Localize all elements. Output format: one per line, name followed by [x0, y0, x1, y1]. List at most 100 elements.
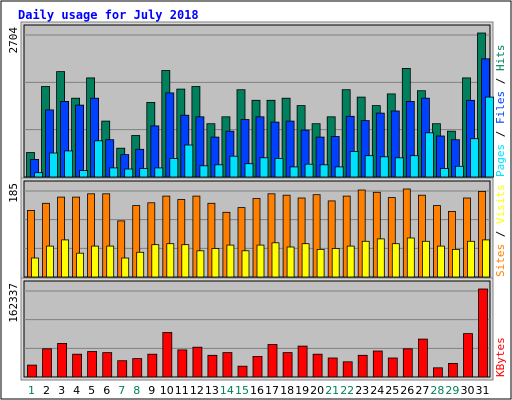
bar-visits-day-7 [121, 257, 130, 278]
day-label-24: 24 [370, 384, 384, 397]
bar-visits-day-11 [181, 244, 190, 278]
bar-sites-day-23 [357, 189, 366, 278]
legend-entry: KBytes [494, 337, 507, 377]
bar-visits-day-25 [391, 243, 400, 278]
day-label-1: 1 [28, 384, 35, 397]
bar-kbytes-day-15 [237, 365, 248, 378]
day-label-17: 17 [265, 384, 279, 397]
bar-sites-day-11 [177, 199, 186, 278]
day-label-4: 4 [73, 384, 80, 397]
bar-sites-day-10 [162, 195, 171, 278]
bar-pages-day-8 [139, 168, 149, 178]
bar-sites-day-18 [282, 194, 291, 278]
bar-pages-day-19 [304, 163, 314, 178]
bar-visits-day-31 [482, 239, 490, 278]
bar-visits-day-9 [151, 244, 160, 278]
legend-entry: Visits [494, 184, 507, 230]
bar-visits-day-24 [376, 238, 385, 278]
bar-visits-day-3 [61, 239, 69, 278]
bar-kbytes-day-3 [57, 342, 67, 378]
bar-kbytes-day-2 [42, 348, 52, 378]
bar-kbytes-day-29 [447, 362, 458, 378]
legend-entry: / [494, 78, 507, 91]
bar-sites-day-22 [342, 195, 351, 278]
day-label-21: 21 [325, 384, 339, 397]
bar-sites-day-28 [432, 205, 441, 278]
bar-sites-day-30 [463, 197, 471, 278]
bar-pages-day-11 [184, 144, 194, 178]
bar-pages-day-25 [394, 157, 404, 178]
bar-sites-day-17 [267, 193, 276, 278]
bar-pages-day-2 [49, 152, 58, 178]
bar-visits-day-29 [451, 248, 460, 278]
bar-kbytes-day-13 [207, 354, 218, 378]
bar-visits-day-26 [406, 237, 415, 278]
bar-visits-day-23 [361, 240, 370, 278]
legend-entry: / [494, 131, 507, 144]
bar-kbytes-day-12 [192, 346, 203, 378]
bar-visits-day-6 [106, 245, 115, 278]
day-label-10: 10 [160, 384, 174, 397]
bar-visits-day-16 [256, 244, 265, 278]
legend-hits-files-pages: Pages / Files / Hits [494, 45, 507, 178]
bar-sites-day-5 [87, 193, 95, 278]
bar-kbytes-day-18 [282, 352, 293, 378]
legend-entry: Pages [494, 144, 507, 177]
bar-pages-day-1 [34, 172, 43, 178]
bar-sites-day-9 [147, 202, 156, 278]
day-label-18: 18 [280, 384, 294, 397]
bar-kbytes-day-24 [372, 350, 383, 378]
bar-visits-day-30 [467, 240, 475, 278]
bar-sites-day-16 [252, 198, 261, 278]
bar-visits-day-5 [91, 245, 99, 278]
day-label-16: 16 [250, 384, 264, 397]
legend-kbytes: KBytes [494, 337, 507, 377]
bar-visits-day-21 [331, 248, 340, 278]
bar-kbytes-day-16 [252, 355, 263, 378]
chart-title: Daily usage for July 2018 [18, 8, 199, 22]
bar-sites-day-26 [402, 188, 411, 278]
bar-sites-day-13 [207, 202, 216, 278]
bar-pages-day-10 [169, 157, 179, 178]
bar-pages-day-6 [109, 167, 119, 178]
day-label-29: 29 [445, 384, 459, 397]
day-label-12: 12 [190, 384, 204, 397]
day-label-13: 13 [205, 384, 219, 397]
bar-visits-day-17 [271, 242, 280, 278]
bar-sites-day-27 [417, 194, 426, 278]
bar-kbytes-day-1 [27, 364, 37, 378]
day-label-31: 31 [476, 384, 490, 397]
bar-sites-day-29 [447, 210, 456, 278]
bar-visits-day-15 [241, 250, 250, 278]
bar-pages-day-26 [409, 155, 419, 178]
day-label-19: 19 [295, 384, 309, 397]
bar-sites-day-6 [102, 193, 111, 278]
day-label-6: 6 [103, 384, 110, 397]
bar-pages-day-27 [424, 132, 434, 178]
bar-sites-day-7 [117, 220, 126, 278]
bar-kbytes-day-7 [117, 360, 128, 378]
scale-label: 162337 [7, 283, 20, 323]
bar-pages-day-7 [124, 168, 134, 178]
bar-kbytes-day-26 [402, 348, 413, 378]
day-label-22: 22 [340, 384, 354, 397]
bar-visits-day-22 [346, 245, 355, 278]
bar-pages-day-12 [199, 165, 209, 178]
bar-kbytes-day-19 [297, 345, 308, 378]
day-label-25: 25 [385, 384, 399, 397]
bar-visits-day-14 [226, 244, 235, 278]
bar-kbytes-day-8 [132, 358, 143, 378]
bar-kbytes-day-21 [327, 357, 338, 378]
bar-sites-day-3 [57, 196, 65, 278]
day-label-27: 27 [415, 384, 429, 397]
bar-sites-day-8 [132, 205, 141, 278]
legend-sites-visits: Sites / Visits [494, 184, 507, 277]
bar-pages-day-30 [470, 138, 479, 178]
bar-kbytes-day-30 [463, 333, 473, 378]
bar-kbytes-day-5 [87, 351, 97, 378]
bar-kbytes-day-9 [147, 353, 158, 378]
bar-pages-day-18 [289, 166, 299, 178]
